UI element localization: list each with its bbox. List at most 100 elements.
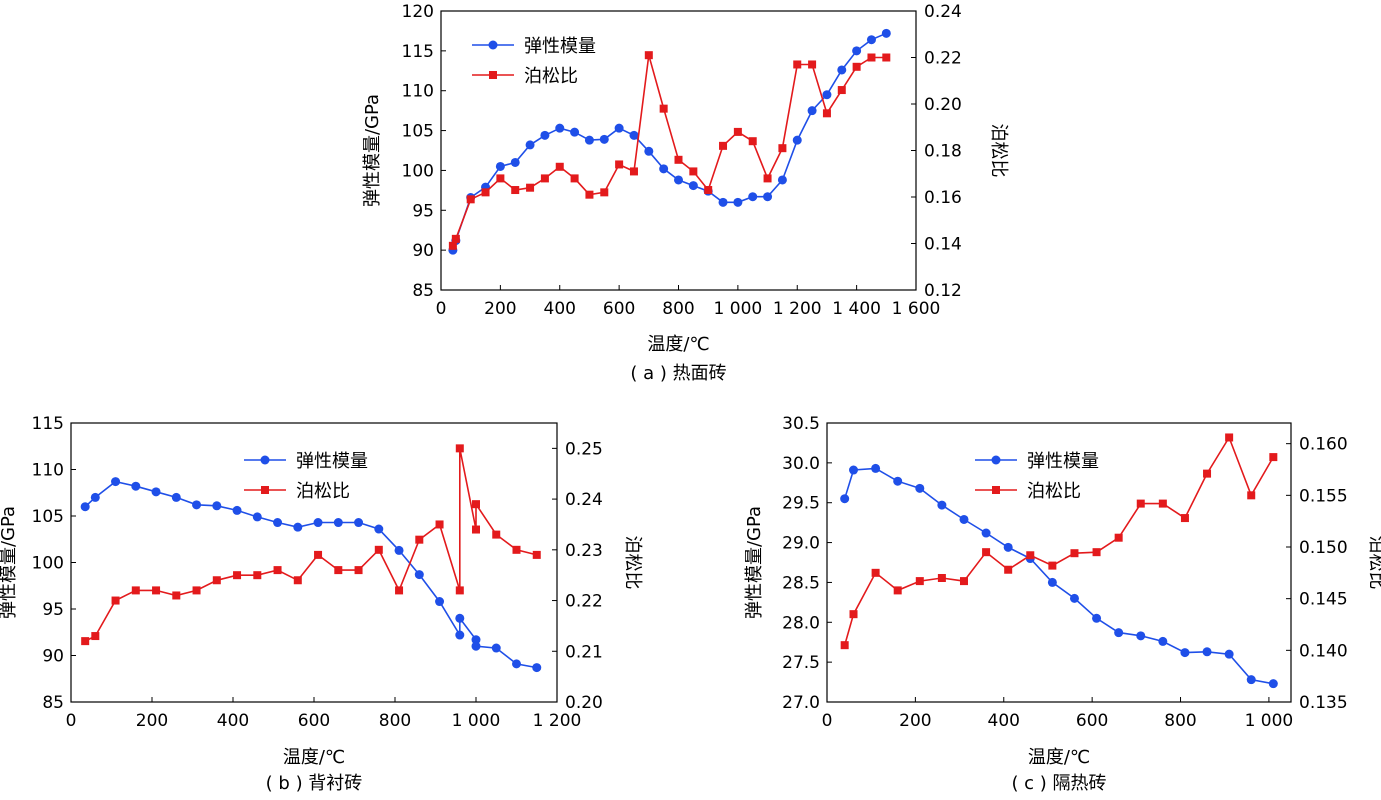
data-point: [822, 90, 832, 100]
x-tick-label: 200: [484, 299, 516, 319]
data-point: [882, 53, 891, 62]
y-tick-label: 27.0: [782, 693, 820, 713]
data-point: [525, 140, 535, 150]
data-point: [555, 162, 564, 171]
y2-tick-label: 0.18: [924, 142, 962, 162]
x-tick-label: 200: [899, 711, 931, 731]
data-point: [688, 181, 698, 191]
data-point: [111, 596, 120, 605]
data-point: [837, 65, 847, 75]
data-point: [354, 566, 363, 575]
y-tick-label: 115: [402, 42, 434, 62]
data-point: [959, 577, 968, 586]
data-point: [466, 195, 475, 204]
y-tick-label: 105: [32, 507, 64, 527]
y-tick-label: 115: [32, 414, 64, 434]
data-point: [915, 577, 924, 586]
y2-tick-label: 0.24: [565, 490, 603, 510]
data-point: [1004, 565, 1013, 574]
data-point: [354, 518, 364, 528]
x-tick-label: 1 200: [533, 711, 582, 731]
y2-tick-label: 0.155: [1299, 486, 1348, 506]
data-point: [893, 586, 902, 595]
plot-frame: [440, 10, 917, 291]
x-tick-label: 1 400: [832, 299, 881, 319]
legend-label: 弹性模量: [296, 451, 368, 472]
data-point: [777, 175, 787, 185]
data-point: [151, 487, 161, 497]
data-point: [80, 502, 90, 512]
data-point: [570, 174, 579, 183]
y-tick-label: 30.0: [782, 454, 820, 474]
data-point: [540, 130, 550, 140]
data-point: [1224, 649, 1234, 659]
data-point: [849, 610, 858, 619]
x-tick-label: 400: [217, 711, 249, 731]
data-point: [131, 586, 140, 595]
data-point: [526, 183, 535, 192]
y-axis-label: 弹性模量/GPa: [744, 506, 765, 619]
series-poisson: [840, 433, 1278, 650]
data-point: [1158, 636, 1168, 646]
y-tick-label: 110: [32, 461, 64, 481]
data-point: [481, 188, 490, 197]
x-tick-label: 1 000: [714, 299, 763, 319]
data-point: [152, 586, 161, 595]
x-tick-label: 0: [66, 711, 77, 731]
data-point: [1136, 499, 1145, 508]
chart-caption: ( a ) 热面砖: [630, 363, 726, 384]
series-line: [452, 54, 887, 247]
data-point: [748, 137, 757, 146]
data-point: [822, 109, 831, 118]
data-point: [1092, 613, 1102, 623]
series-line: [452, 32, 887, 251]
data-point: [881, 28, 891, 38]
data-point: [492, 530, 501, 539]
data-point: [719, 141, 728, 150]
data-point: [867, 53, 876, 62]
y2-tick-label: 0.21: [565, 642, 603, 662]
data-point: [1180, 648, 1190, 658]
y2-tick-label: 0.14: [924, 235, 962, 255]
chart-panel-a: 0 200 400 600 800 1 000 1 200 1 400 1 600 85 90 95 1…: [362, 2, 1009, 384]
x-tick-label: 800: [662, 299, 694, 319]
data-point: [232, 505, 242, 515]
data-point: [511, 186, 520, 195]
chart-caption: ( c ) 隔热砖: [1011, 773, 1106, 794]
x-tick-label: 1 000: [452, 711, 501, 731]
data-point: [495, 161, 505, 171]
data-point: [293, 522, 303, 532]
x-tick-label: 200: [136, 711, 168, 731]
data-point: [374, 524, 384, 534]
y2-tick-label: 0.140: [1299, 641, 1348, 661]
data-point: [849, 465, 859, 475]
series-poisson: [448, 51, 891, 250]
data-point: [584, 135, 594, 145]
data-point: [253, 571, 262, 580]
data-point: [852, 46, 862, 56]
y2-tick-label: 0.20: [924, 95, 962, 115]
chart-panel-b: 0 200 400 600 800 1 000 1 200 85 90 95 100 105 110 11…: [0, 414, 643, 794]
y-tick-label: 85: [412, 281, 434, 301]
data-point: [599, 134, 609, 144]
data-point: [837, 86, 846, 95]
data-point: [512, 659, 521, 669]
series-modulus: [840, 463, 1278, 689]
y2-axis-label: 泊松比: [622, 536, 643, 590]
x-tick-label: 400: [988, 711, 1020, 731]
data-point: [512, 545, 521, 554]
y2-tick-label: 0.22: [924, 49, 962, 69]
plot-frame: [826, 422, 1292, 703]
y-tick-label: 105: [402, 122, 434, 142]
data-point: [1203, 469, 1212, 478]
data-point: [778, 144, 787, 153]
data-point: [313, 518, 323, 528]
data-point: [394, 545, 404, 555]
data-point: [1247, 491, 1256, 500]
data-point: [615, 160, 624, 169]
data-point: [733, 197, 743, 207]
series-modulus: [80, 477, 542, 673]
y-tick-label: 28.0: [782, 613, 820, 633]
